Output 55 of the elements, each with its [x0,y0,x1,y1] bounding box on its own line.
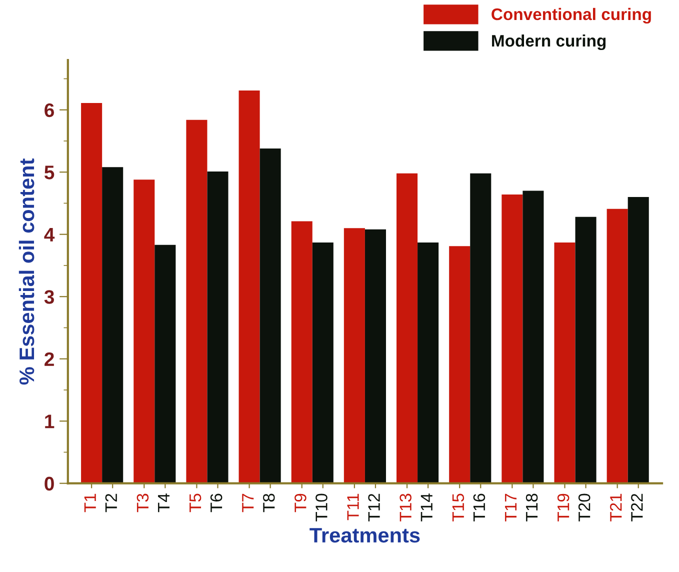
x-tick-label: T8 [262,494,275,512]
x-tick-label: T5 [190,494,202,512]
x-tick-label: T12 [368,494,380,522]
bar [291,221,312,484]
x-tick-label: T10 [316,494,328,522]
x-tick-label: T20 [578,494,590,522]
x-tick-label: T2 [105,494,117,512]
y-tick-label: 4 [44,228,55,242]
y-tick-label: 2 [44,352,54,366]
x-tick-label: T17 [505,494,516,522]
bar [186,120,208,484]
x-tick-label: T9 [294,494,306,512]
x-tick-label: T15 [452,494,464,522]
x-tick-label: T4 [158,494,170,512]
x-tick-label: T6 [210,494,222,512]
bar [238,90,260,484]
bar [470,173,492,484]
x-tick-label: T1 [84,494,96,512]
x-tick-label: T21 [610,494,622,522]
x-tick-label: T13 [400,494,412,522]
bar [102,167,124,484]
legend-label: Modern curing [492,34,606,50]
bar [522,190,544,484]
bar [81,103,102,484]
x-tick-label: T7 [242,494,254,512]
bar [554,242,576,484]
y-tick-label: 1 [45,414,54,428]
x-tick-label: T11 [347,494,359,520]
bar [312,242,334,484]
x-tick-label: T16 [473,494,486,522]
bar [628,197,649,484]
y-axis-title: % Essential oil content [18,158,34,385]
legend-label: Conventional curing [492,8,651,24]
bar [449,246,470,484]
bar [606,208,628,484]
bar [134,180,155,484]
bar [154,244,176,484]
bar [418,242,439,484]
y-tick-label: 6 [44,103,54,118]
y-tick-label: 0 [44,476,54,491]
y-tick-label: 3 [44,290,54,304]
bar [502,194,523,484]
x-tick-label: T19 [557,494,570,522]
x-tick-label: T22 [631,494,643,522]
bar [364,229,386,484]
x-tick-label: T14 [420,494,432,522]
bar [344,228,365,484]
bar [575,216,596,484]
bar [396,173,418,484]
x-tick-label: T3 [136,494,149,512]
x-axis-title: Treatments [310,528,420,543]
y-tick-label: 5 [44,166,54,180]
bar [260,148,281,484]
x-tick-label: T18 [526,494,538,522]
bar [207,171,228,484]
